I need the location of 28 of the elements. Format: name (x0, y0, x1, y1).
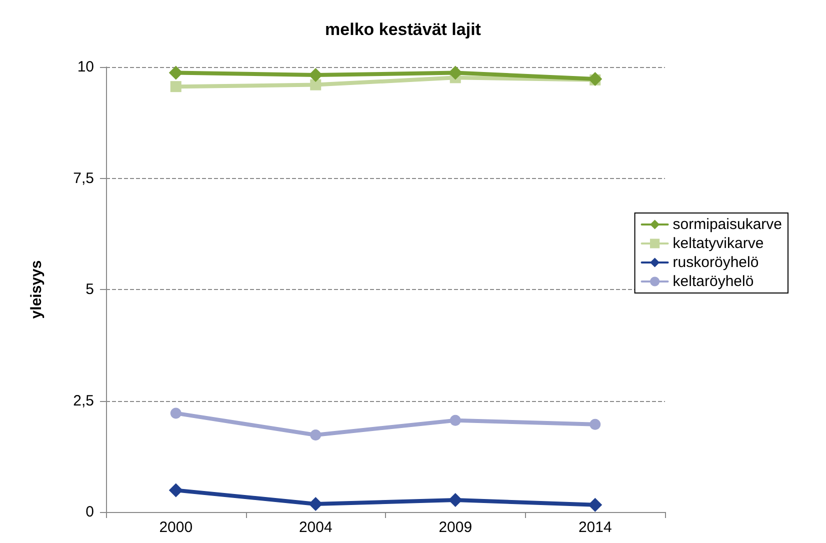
legend-label: keltatyvikarve (672, 235, 764, 252)
y-tick-label: 7,5 (73, 170, 94, 187)
y-axis-title: yleisyys (28, 260, 45, 319)
point (308, 496, 323, 511)
point (310, 79, 322, 90)
x-tick-label: 2004 (298, 519, 332, 536)
point (168, 66, 183, 80)
point (168, 483, 183, 498)
point (448, 66, 462, 80)
x-tick-label: 2014 (578, 519, 612, 536)
point (170, 408, 182, 419)
x-tick-label: 2009 (438, 519, 472, 536)
y-tick-label: 5 (86, 281, 94, 298)
point (170, 81, 182, 92)
y-tick-label: 2,5 (73, 392, 94, 410)
legend-label: keltaröyhelö (672, 273, 754, 290)
point (590, 418, 601, 430)
point (448, 492, 462, 507)
chart-title: melko kestävät lajit (325, 20, 482, 39)
legend-label: ruskoröyhelö (672, 254, 759, 271)
point (450, 414, 461, 426)
x-tick-label: 2000 (159, 519, 193, 536)
point (310, 430, 322, 441)
legend-label: sormipaisukarve (672, 216, 782, 233)
y-tick-label: 0 (86, 504, 94, 520)
point (588, 498, 602, 512)
point (308, 68, 323, 82)
y-tick-label: 10 (77, 58, 94, 76)
